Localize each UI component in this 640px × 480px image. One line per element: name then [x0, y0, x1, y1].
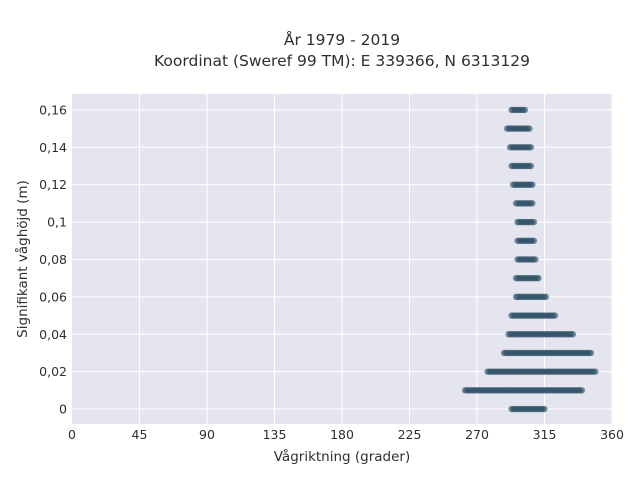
data-point	[542, 293, 550, 301]
y-tick-label: 0	[59, 402, 67, 417]
data-point	[578, 387, 586, 394]
point-band	[512, 293, 550, 301]
y-tick-label: 0,1	[47, 215, 67, 230]
point-band	[512, 274, 542, 282]
point-band	[514, 237, 538, 244]
y-tick-label: 0,14	[39, 140, 67, 155]
data-point	[529, 181, 536, 188]
point-band	[505, 331, 577, 338]
x-tick-label: 270	[465, 427, 489, 442]
y-tick-label: 0,04	[39, 327, 67, 342]
point-band	[512, 200, 536, 207]
x-tick-label: 315	[533, 427, 557, 442]
data-point	[551, 312, 559, 319]
data-point	[521, 106, 529, 114]
x-tick-label: 0	[68, 427, 76, 442]
data-point	[527, 144, 535, 151]
y-tick-label: 0,06	[39, 289, 67, 304]
x-tick-label: 90	[199, 427, 215, 442]
y-tick-labels: 0 0,02 0,04 0,06 0,08 0,1 0,12 0,14 0,16	[39, 102, 67, 416]
y-tick-label: 0,12	[39, 177, 67, 192]
x-tick-label: 180	[330, 427, 354, 442]
data-point	[529, 200, 536, 207]
data-point	[592, 368, 599, 375]
x-tick-label: 225	[398, 427, 422, 442]
point-band	[503, 125, 533, 132]
x-tick-label: 135	[263, 427, 287, 442]
data-point	[587, 349, 595, 357]
point-band	[506, 144, 535, 151]
point-band	[461, 387, 586, 394]
point-band	[514, 256, 539, 263]
data-point	[530, 237, 538, 244]
chart-subtitle: Koordinat (Sweref 99 TM): E 339366, N 63…	[154, 52, 530, 70]
point-band	[508, 312, 559, 319]
data-point	[530, 218, 538, 226]
point-band	[514, 218, 538, 226]
data-point	[532, 256, 539, 263]
y-axis-label: Signifikant våghöjd (m)	[14, 180, 31, 338]
point-band	[484, 368, 599, 375]
chart-title: År 1979 - 2019	[284, 30, 400, 49]
point-band	[508, 162, 535, 170]
x-tick-label: 360	[600, 427, 624, 442]
data-point	[569, 331, 577, 338]
point-band	[500, 349, 595, 357]
x-tick-labels: 0 45 90 135 180 225 270 315 360	[68, 427, 624, 442]
data-point	[535, 274, 542, 282]
point-band	[508, 106, 529, 114]
data-point	[526, 125, 533, 132]
data-points	[461, 106, 599, 413]
x-axis-label: Vågriktning (grader)	[274, 448, 411, 465]
y-tick-label: 0,02	[39, 364, 67, 379]
y-tick-label: 0,08	[39, 252, 67, 267]
data-point	[541, 405, 548, 413]
y-tick-label: 0,16	[39, 102, 67, 117]
x-tick-label: 45	[132, 427, 148, 442]
point-band	[508, 405, 548, 413]
data-point	[527, 162, 535, 170]
point-band	[509, 181, 536, 188]
